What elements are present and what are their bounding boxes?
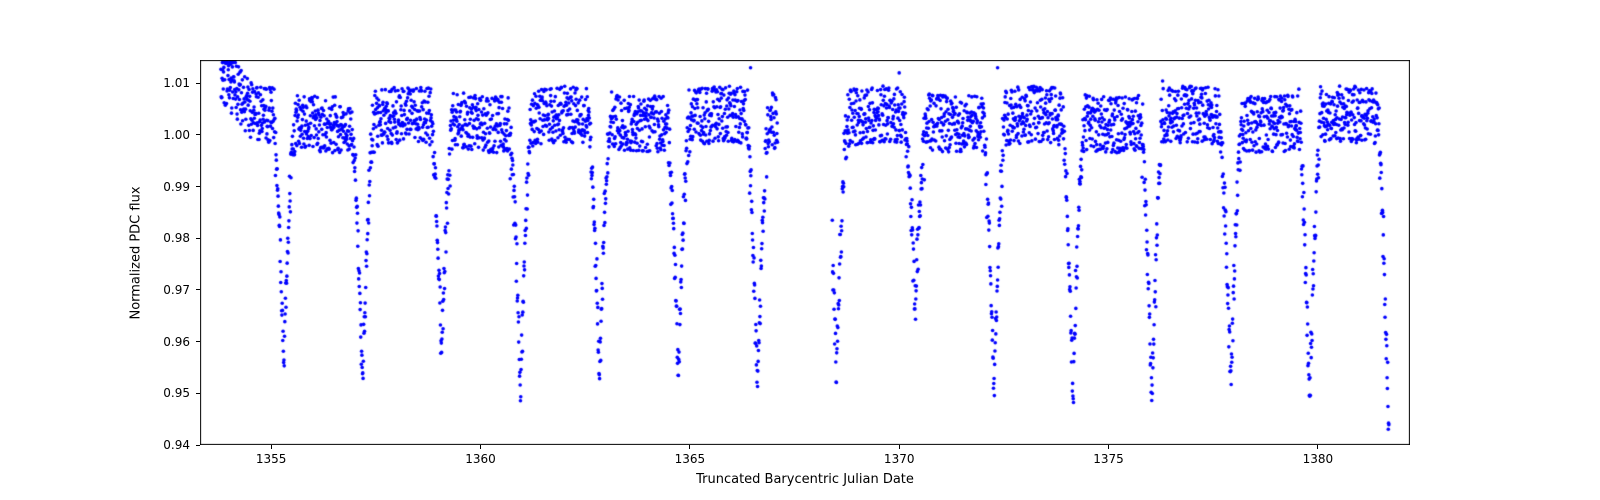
x-tick-label: 1355 [256, 452, 287, 466]
y-tick-label: 1.00 [160, 128, 190, 142]
x-tick [271, 445, 272, 449]
y-tick-label: 0.94 [160, 438, 190, 452]
scatter-canvas [200, 60, 1410, 445]
x-tick-label: 1360 [465, 452, 496, 466]
x-tick [480, 445, 481, 449]
y-tick-label: 0.97 [160, 283, 190, 297]
y-tick-label: 1.01 [160, 76, 190, 90]
x-axis-label: Truncated Barycentric Julian Date [696, 472, 914, 487]
y-tick-label: 0.96 [160, 335, 190, 349]
y-axis-label: Normalized PDC flux [129, 186, 144, 319]
y-tick-label: 0.95 [160, 386, 190, 400]
y-tick [196, 341, 200, 342]
plot-area [200, 60, 1410, 445]
x-tick [1108, 445, 1109, 449]
y-tick [196, 83, 200, 84]
y-tick [196, 238, 200, 239]
y-tick [196, 134, 200, 135]
x-tick [1317, 445, 1318, 449]
x-tick-label: 1375 [1093, 452, 1124, 466]
x-tick [689, 445, 690, 449]
y-tick-label: 0.98 [160, 231, 190, 245]
figure-container: 1355 1360 1365 1370 1375 1380 0.94 0.95 0.96 0.97… [0, 0, 1600, 500]
y-tick-label: 0.99 [160, 180, 190, 194]
y-tick [196, 186, 200, 187]
x-tick-label: 1365 [675, 452, 706, 466]
y-tick [196, 393, 200, 394]
x-tick [899, 445, 900, 449]
y-tick [196, 289, 200, 290]
x-tick-label: 1380 [1303, 452, 1334, 466]
y-tick [196, 445, 200, 446]
x-tick-label: 1370 [884, 452, 915, 466]
